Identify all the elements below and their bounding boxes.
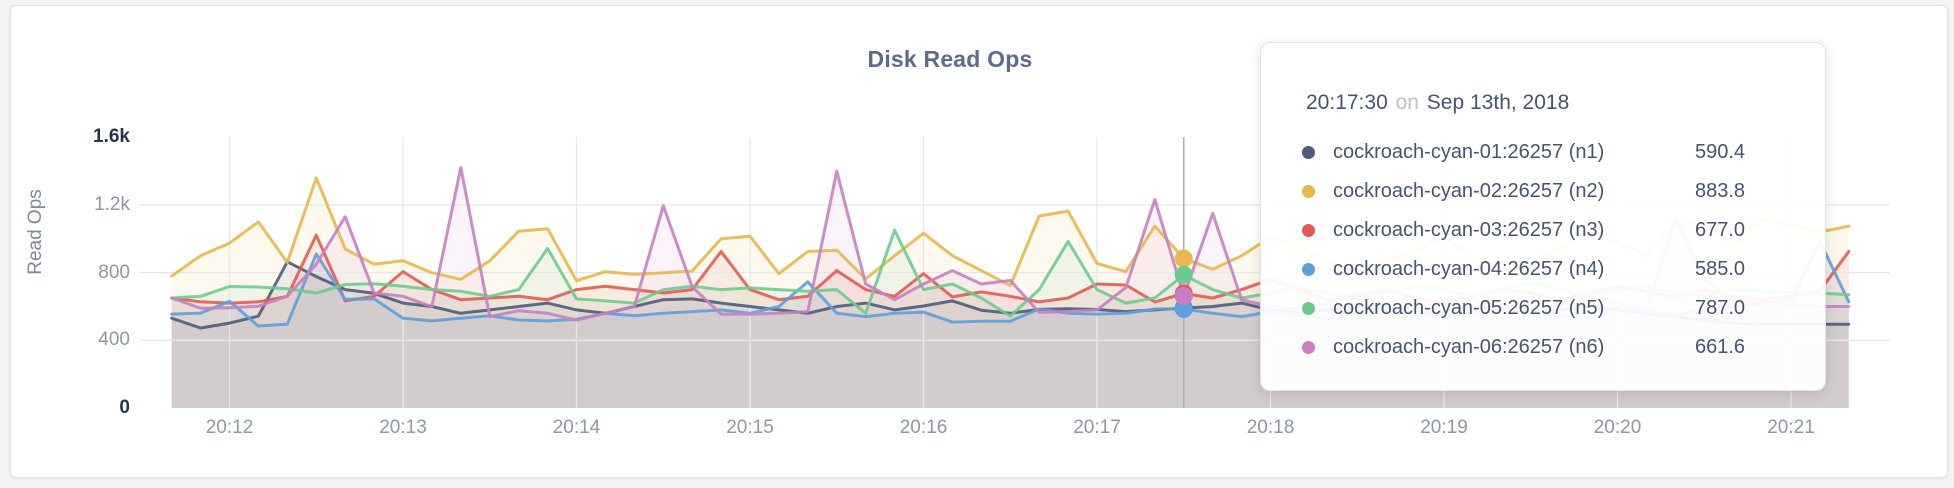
tooltip-series-label: cockroach-cyan-01:26257 (n1) bbox=[1333, 141, 1605, 163]
x-tick-20:12: 20:12 bbox=[205, 417, 254, 438]
chart-title: Disk Read Ops bbox=[867, 46, 1033, 72]
tooltip-series-value: 590.4 bbox=[1695, 141, 1746, 163]
tooltip-row-n3: cockroach-cyan-03:26257 (n3) 677.0 bbox=[1261, 219, 1825, 243]
tooltip-series-value: 585.0 bbox=[1695, 258, 1746, 280]
tooltip-series-value: 677.0 bbox=[1695, 219, 1746, 241]
x-tick-20:18: 20:18 bbox=[1246, 417, 1295, 438]
series-color-dot-n2 bbox=[1302, 185, 1315, 198]
y-tick-400: 400 bbox=[98, 329, 130, 351]
y-tick-0: 0 bbox=[119, 397, 130, 418]
y-tick-800: 800 bbox=[98, 261, 130, 283]
tooltip-series-label: cockroach-cyan-06:26257 (n6) bbox=[1333, 336, 1605, 358]
y-tick-1.2k: 1.2k bbox=[94, 193, 130, 215]
tooltip-series-label: cockroach-cyan-04:26257 (n4) bbox=[1333, 258, 1605, 280]
tooltip-row-n4: cockroach-cyan-04:26257 (n4) 585.0 bbox=[1261, 258, 1825, 282]
tooltip-series-label: cockroach-cyan-05:26257 (n5) bbox=[1333, 297, 1605, 319]
tooltip-series-label: cockroach-cyan-03:26257 (n3) bbox=[1333, 219, 1605, 241]
tooltip-time: 20:17:30 bbox=[1306, 91, 1388, 114]
series-color-dot-n1 bbox=[1302, 146, 1315, 159]
x-tick-20:17: 20:17 bbox=[1073, 417, 1121, 438]
series-color-dot-n3 bbox=[1302, 224, 1315, 237]
series-color-dot-n4 bbox=[1302, 263, 1315, 276]
x-tick-20:13: 20:13 bbox=[379, 417, 427, 438]
tooltip-series-value: 883.8 bbox=[1695, 180, 1746, 202]
series-color-dot-n6 bbox=[1302, 341, 1315, 354]
tooltip-date: Sep 13th, 2018 bbox=[1426, 91, 1570, 114]
series-color-dot-n5 bbox=[1302, 302, 1315, 315]
tooltip-row-n1: cockroach-cyan-01:26257 (n1) 590.4 bbox=[1261, 141, 1825, 165]
tooltip-series-label: cockroach-cyan-02:26257 (n2) bbox=[1333, 180, 1605, 202]
x-tick-20:20: 20:20 bbox=[1593, 417, 1642, 438]
x-tick-20:21: 20:21 bbox=[1767, 417, 1815, 438]
tooltip-series-value: 787.0 bbox=[1695, 297, 1746, 319]
x-tick-20:14: 20:14 bbox=[552, 417, 601, 438]
x-tick-20:19: 20:19 bbox=[1420, 417, 1468, 438]
tooltip-row-n5: cockroach-cyan-05:26257 (n5) 787.0 bbox=[1261, 297, 1825, 321]
y-tick-1.6k: 1.6k bbox=[93, 126, 130, 148]
hover-tooltip: 20:17:30 on Sep 13th, 2018 cockroach-cya… bbox=[1260, 42, 1826, 391]
tooltip-row-n6: cockroach-cyan-06:26257 (n6) 661.6 bbox=[1261, 336, 1825, 360]
tooltip-timestamp: 20:17:30 on Sep 13th, 2018 bbox=[1306, 91, 1569, 115]
tooltip-row-n2: cockroach-cyan-02:26257 (n2) 883.8 bbox=[1261, 180, 1825, 204]
x-tick-20:16: 20:16 bbox=[899, 417, 948, 438]
x-tick-20:15: 20:15 bbox=[726, 417, 774, 438]
tooltip-on-word: on bbox=[1395, 91, 1419, 114]
tooltip-series-value: 661.6 bbox=[1695, 336, 1746, 358]
